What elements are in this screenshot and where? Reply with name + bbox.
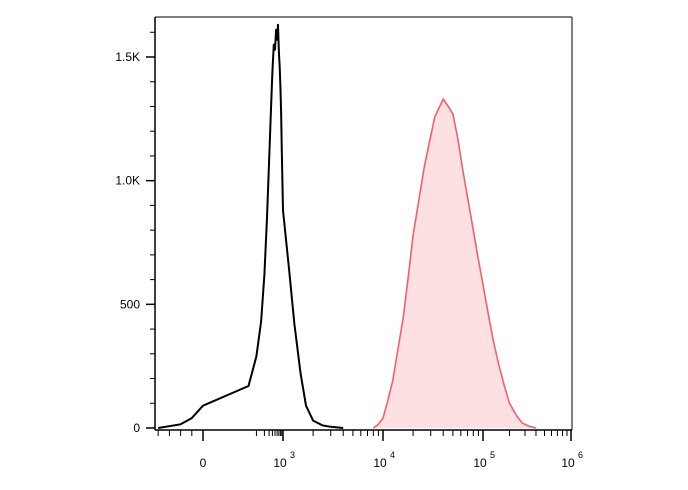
fill-layer <box>373 99 536 428</box>
series-1-area <box>373 99 536 428</box>
y-tick-label: 500 <box>120 297 140 311</box>
y-tick-label: 1.5K <box>115 50 140 64</box>
line-layer <box>158 23 537 429</box>
x-tick-label: 10 <box>561 456 575 470</box>
x-tick-label: 10 <box>473 456 487 470</box>
y-tick-label: 0 <box>133 421 140 435</box>
plot-frame <box>154 16 573 431</box>
y-axis: 0 500 1.0K 1.5K <box>115 31 155 435</box>
x-tick-exponent: 6 <box>578 450 583 460</box>
series-0-line <box>158 23 344 429</box>
x-tick-label: 10 <box>273 456 287 470</box>
x-tick-label: 0 <box>200 456 207 470</box>
x-tick-exponent: 4 <box>390 450 395 460</box>
x-tick-exponent: 5 <box>490 450 495 460</box>
series-1-line <box>372 98 537 429</box>
y-tick-label: 1.0K <box>115 174 140 188</box>
x-tick-exponent: 3 <box>290 450 295 460</box>
x-tick-label: 10 <box>373 456 387 470</box>
